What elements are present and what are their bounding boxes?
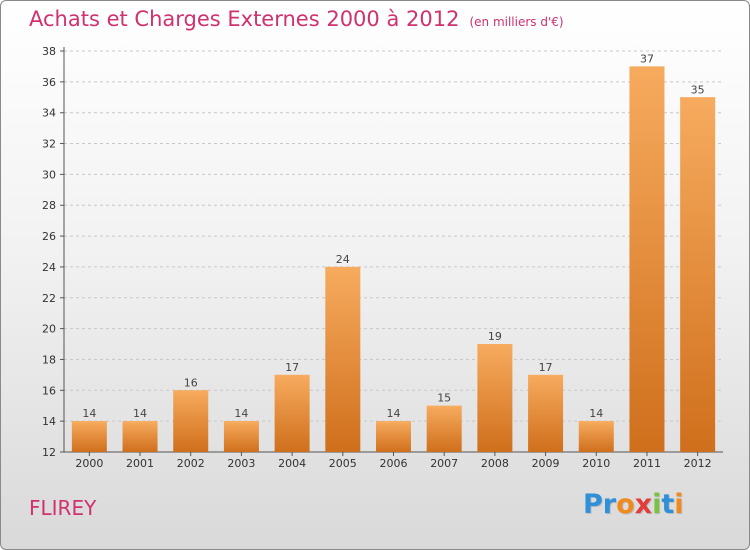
place-name: FLIREY <box>29 496 97 520</box>
data-label: 35 <box>691 83 705 96</box>
logo-letter: i <box>674 489 684 520</box>
data-label: 16 <box>184 376 198 389</box>
bar <box>325 266 361 452</box>
bar-cap <box>376 421 411 424</box>
chart-title-group: Achats et Charges Externes 2000 à 2012 (e… <box>29 7 564 31</box>
y-tick-label: 22 <box>42 292 56 305</box>
data-label: 14 <box>133 407 147 420</box>
x-tick-label: 2007 <box>430 457 458 470</box>
bar-cap <box>680 97 716 100</box>
bar-cap <box>325 266 361 269</box>
logo-letter: i <box>652 489 662 520</box>
x-tick-label: 2004 <box>278 457 306 470</box>
bars <box>71 66 716 453</box>
bar <box>173 390 209 452</box>
y-tick-label: 12 <box>42 446 56 459</box>
proxiti-logo[interactable]: Proxiti <box>583 489 684 520</box>
bar-cap <box>173 390 209 393</box>
data-label: 14 <box>589 407 603 420</box>
x-tick-label: 2011 <box>633 457 661 470</box>
bar <box>680 97 716 453</box>
bar-cap <box>578 421 614 424</box>
y-tick-label: 24 <box>42 261 56 274</box>
data-label: 17 <box>539 361 553 374</box>
logo-letter: r <box>602 489 617 520</box>
bar-cap <box>528 374 564 377</box>
bar <box>376 421 411 452</box>
y-tick-label: 28 <box>42 199 56 212</box>
bar <box>477 344 513 452</box>
logo-letter: x <box>634 489 653 520</box>
chart-subtitle: (en milliers d'€) <box>469 15 564 29</box>
logo-letter: t <box>661 489 675 520</box>
logo-letter: P <box>583 489 603 520</box>
x-tick-label: 2006 <box>380 457 408 470</box>
bar <box>71 421 107 452</box>
bar <box>528 374 564 452</box>
x-tick-label: 2012 <box>684 457 712 470</box>
x-tick-label: 2001 <box>126 457 154 470</box>
bar <box>629 66 665 452</box>
y-tick-label: 30 <box>42 168 56 181</box>
chart-title: Achats et Charges Externes 2000 à 2012 <box>29 7 460 31</box>
data-label: 19 <box>488 330 502 343</box>
x-tick-label: 2010 <box>582 457 610 470</box>
data-label: 37 <box>640 52 654 65</box>
axes: 12 14 16 18 20 22 24 26 28 30 32 34 36 38 2000 2001 2002… <box>42 45 723 470</box>
bar <box>578 421 614 452</box>
x-tick-label: 2002 <box>177 457 205 470</box>
bar <box>426 405 462 452</box>
bar <box>223 421 259 452</box>
bar-cap <box>426 405 462 408</box>
x-tick-label: 2003 <box>227 457 255 470</box>
bar <box>274 374 310 452</box>
y-tick-label: 20 <box>42 323 56 336</box>
data-label: 14 <box>387 407 401 420</box>
data-label: 24 <box>336 253 350 266</box>
y-tick-label: 34 <box>42 107 56 120</box>
y-tick-label: 14 <box>42 415 56 428</box>
logo-letter: o <box>616 489 635 520</box>
bar-cap <box>71 421 107 424</box>
gridlines <box>64 50 723 453</box>
data-label: 15 <box>437 392 451 405</box>
bar-cap <box>629 66 665 69</box>
y-tick-label: 36 <box>42 76 56 89</box>
y-tick-label: 26 <box>42 230 56 243</box>
y-tick-label: 38 <box>42 45 56 58</box>
x-tick-label: 2005 <box>329 457 357 470</box>
data-label: 14 <box>234 407 248 420</box>
data-label: 14 <box>82 407 96 420</box>
bar-cap <box>477 344 513 347</box>
y-tick-label: 16 <box>42 384 56 397</box>
x-tick-label: 2009 <box>532 457 560 470</box>
bar-cap <box>223 421 259 424</box>
bar-cap <box>274 374 310 377</box>
y-tick-label: 32 <box>42 138 56 151</box>
y-tick-label: 18 <box>42 353 56 366</box>
data-labels: 14 14 16 14 17 24 14 15 19 17 14 37 35 <box>82 52 704 420</box>
data-label: 17 <box>285 361 299 374</box>
x-tick-label: 2000 <box>75 457 103 470</box>
bar-cap <box>122 421 158 424</box>
bar <box>122 421 158 452</box>
x-tick-label: 2008 <box>481 457 509 470</box>
